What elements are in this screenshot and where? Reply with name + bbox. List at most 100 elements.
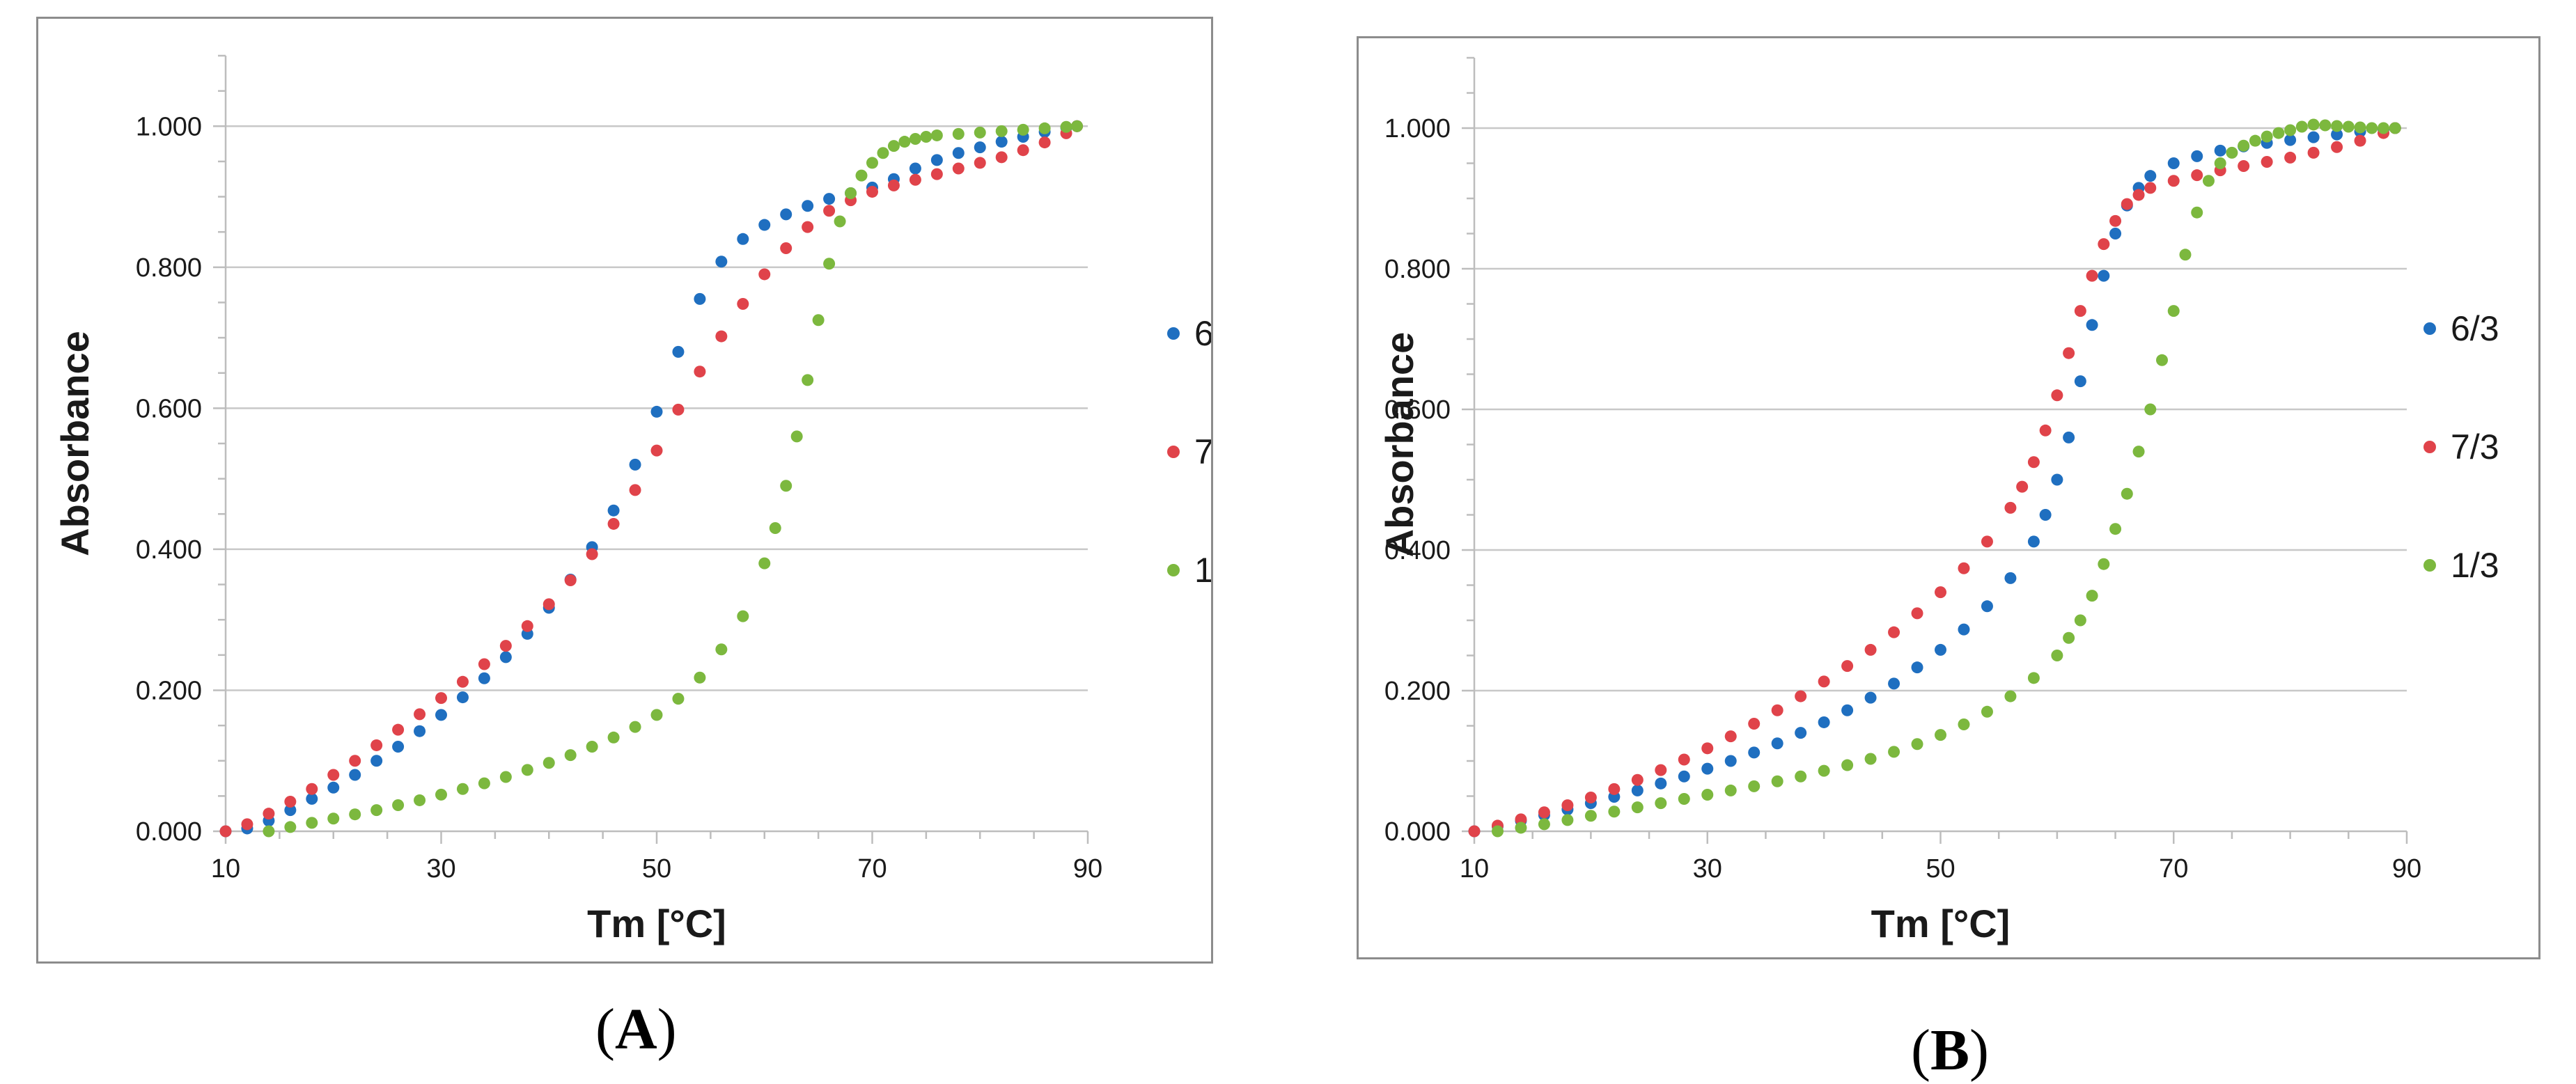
x-tick-label: 30 xyxy=(426,854,455,883)
data-point xyxy=(2098,558,2110,570)
data-point xyxy=(1795,770,1807,783)
data-point xyxy=(758,219,771,231)
chart-b-svg: 0.000 0.200 0.400 0.600 0.800 1.000 10 30 50 70 90… xyxy=(1377,56,2499,945)
legend-marker xyxy=(2423,441,2436,453)
data-point xyxy=(1888,626,1900,638)
data-point xyxy=(2167,175,2180,187)
data-point xyxy=(758,268,771,281)
data-point xyxy=(2051,650,2063,661)
data-point xyxy=(2051,473,2063,486)
data-point xyxy=(2214,144,2226,157)
data-point xyxy=(898,136,911,148)
data-point xyxy=(456,783,469,795)
data-point xyxy=(2272,127,2285,139)
data-point xyxy=(370,804,383,817)
data-point xyxy=(1515,813,1527,826)
data-point xyxy=(1631,773,1644,786)
data-point xyxy=(812,314,825,327)
data-point xyxy=(866,185,878,198)
data-point xyxy=(2307,131,2320,143)
data-point xyxy=(877,147,889,159)
data-point xyxy=(521,620,533,632)
data-point xyxy=(823,205,836,217)
data-point xyxy=(2331,128,2343,141)
data-point xyxy=(564,574,577,586)
data-point xyxy=(845,187,857,199)
data-point xyxy=(2132,446,2145,458)
data-point xyxy=(1888,746,1900,758)
chart-a-svg: 0.000 0.200 0.400 0.600 0.800 1.000 10 30 50 70 90… xyxy=(53,54,1211,945)
data-point xyxy=(1655,777,1667,790)
data-point xyxy=(1038,122,1051,134)
legend-label: 6/3 xyxy=(2451,309,2499,348)
data-point xyxy=(672,403,685,416)
data-point xyxy=(1491,825,1504,838)
chart-panel-b: 0.000 0.200 0.400 0.600 0.800 1.000 10 30 50 70 90… xyxy=(1357,36,2540,959)
data-point xyxy=(414,725,426,737)
data-point xyxy=(995,125,1008,137)
legend-marker xyxy=(1167,564,1180,576)
data-point xyxy=(790,430,803,443)
data-point xyxy=(758,557,771,570)
legend-marker xyxy=(1167,446,1180,458)
data-point xyxy=(478,658,490,670)
data-point xyxy=(694,366,706,378)
data-point xyxy=(349,769,361,781)
data-point xyxy=(1701,762,1714,775)
data-point xyxy=(1795,690,1807,702)
data-point xyxy=(2191,150,2203,162)
data-point xyxy=(694,292,706,305)
data-point xyxy=(995,136,1008,148)
data-point xyxy=(219,825,232,838)
data-point xyxy=(974,157,986,169)
data-point xyxy=(2261,130,2273,143)
data-point xyxy=(1748,780,1761,792)
data-point xyxy=(2098,269,2110,282)
data-point xyxy=(1981,705,1993,718)
x-tick-label: 10 xyxy=(1460,854,1489,883)
data-point xyxy=(478,672,490,684)
x-axis-title: Tm [°C] xyxy=(1871,902,2011,945)
data-point xyxy=(2063,431,2075,443)
data-point xyxy=(974,141,986,154)
data-point xyxy=(1724,755,1737,767)
data-point xyxy=(1771,775,1783,787)
data-point xyxy=(930,154,943,166)
data-point xyxy=(327,769,340,781)
data-point xyxy=(2307,146,2320,159)
x-tick-label: 70 xyxy=(857,854,887,883)
data-point xyxy=(2004,690,2017,702)
y-tick-label: 0.000 xyxy=(136,817,202,847)
data-point xyxy=(2027,672,2040,684)
data-point xyxy=(2284,134,2297,146)
legend-label: 1/3 xyxy=(2451,546,2499,585)
data-point xyxy=(780,242,793,254)
data-point xyxy=(586,740,598,753)
data-point xyxy=(2284,124,2297,136)
data-point xyxy=(370,755,383,767)
data-point xyxy=(499,651,512,663)
data-point xyxy=(2389,122,2401,134)
data-point xyxy=(1795,727,1807,739)
data-point xyxy=(1818,716,1830,728)
data-point xyxy=(672,345,685,358)
data-point xyxy=(1724,730,1737,743)
data-point xyxy=(456,691,469,704)
data-point xyxy=(241,818,253,831)
x-tick-label: 10 xyxy=(211,854,240,883)
data-point xyxy=(392,740,405,753)
series-1-2 xyxy=(263,120,1084,838)
data-point xyxy=(1958,623,1970,636)
data-point xyxy=(1631,784,1644,796)
data-point xyxy=(2238,160,2250,173)
y-tick-label: 0.800 xyxy=(136,253,202,283)
data-point xyxy=(1911,607,1923,620)
legend-label: 1/2 xyxy=(1194,551,1211,590)
data-point xyxy=(629,458,641,471)
data-point xyxy=(2039,424,2052,437)
data-point xyxy=(2249,134,2261,147)
y-tick-label: 0.200 xyxy=(136,676,202,705)
series-6-2 xyxy=(219,120,1084,838)
legend-label: 6/2 xyxy=(1194,314,1211,353)
data-point xyxy=(1981,535,1993,548)
